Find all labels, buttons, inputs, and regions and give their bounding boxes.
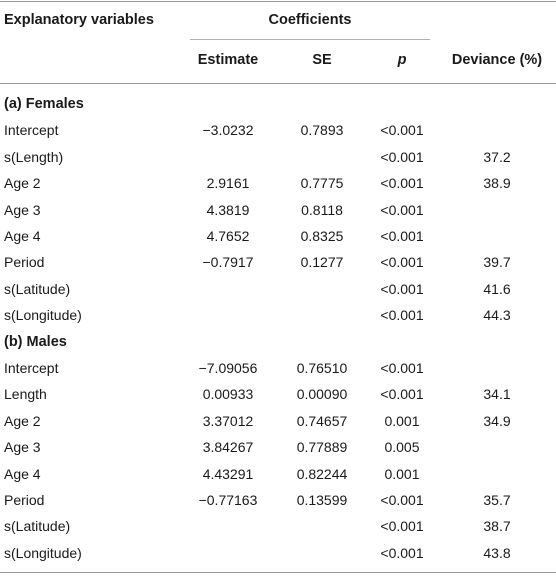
row-variable: s(Latitude) <box>4 518 71 535</box>
row-variable: s(Latitude) <box>4 280 71 297</box>
row-variable: Length <box>4 386 47 403</box>
row-deviance: 39.7 <box>483 254 511 271</box>
top-rule <box>0 1 556 2</box>
row-variable: Age 2 <box>4 412 41 429</box>
males-section-title: (b) Males <box>4 333 67 350</box>
row-estimate: 4.7652 <box>206 228 250 244</box>
row-p-value: <0.001 <box>380 148 424 165</box>
row-variable: s(Length) <box>4 148 64 165</box>
row-p-value: <0.001 <box>380 518 424 535</box>
row-se: 0.8118 <box>301 201 343 218</box>
row-se: 0.7893 <box>300 122 344 139</box>
row-variable: s(Longitude) <box>4 544 82 561</box>
row-estimate: −7.09056 <box>198 360 258 376</box>
row-estimate: −3.0232 <box>202 122 254 139</box>
row-estimate: 3.37012 <box>202 412 254 429</box>
row-estimate: 2.9161 <box>206 175 250 192</box>
row-se: 0.1277 <box>300 254 344 271</box>
row-p-value: <0.001 <box>380 122 424 139</box>
row-estimate: 4.43291 <box>202 465 254 482</box>
row-estimate: 4.3819 <box>206 201 250 218</box>
row-p-value: <0.001 <box>380 280 424 297</box>
row-p-value: 0.005 <box>384 439 420 456</box>
row-p-value: 0.001 <box>384 465 420 482</box>
row-deviance: 37.2 <box>483 148 511 165</box>
row-se: 0.76510 <box>296 360 348 376</box>
header-se: SE <box>312 52 332 68</box>
bottom-rule <box>0 572 556 573</box>
header-p: p <box>397 52 407 68</box>
row-deviance: 38.9 <box>483 175 511 192</box>
row-estimate: −0.7917 <box>202 254 254 271</box>
row-p-value: <0.001 <box>380 228 424 244</box>
row-p-value: <0.001 <box>380 360 424 376</box>
header-estimate: Estimate <box>197 52 259 68</box>
row-deviance: 44.3 <box>483 307 511 324</box>
row-p-value: <0.001 <box>380 544 424 561</box>
header-deviance: Deviance (%) <box>451 52 543 68</box>
row-p-value: <0.001 <box>380 492 424 508</box>
row-se: 0.82244 <box>296 465 348 482</box>
row-variable: Age 4 <box>4 228 41 244</box>
row-se: 0.7775 <box>300 175 344 192</box>
row-variable: Age 2 <box>4 175 41 192</box>
row-se: 0.77889 <box>296 439 348 456</box>
row-variable: Age 4 <box>4 465 41 482</box>
row-deviance: 34.1 <box>483 386 511 403</box>
row-p-value: <0.001 <box>380 201 424 218</box>
row-se: 0.74657 <box>296 412 348 429</box>
row-variable: Intercept <box>4 122 59 139</box>
header-explanatory-variables: Explanatory variables <box>4 12 154 28</box>
row-p-value: <0.001 <box>380 254 424 271</box>
row-estimate: 0.00933 <box>202 386 254 403</box>
coefficients-subrule <box>190 39 430 40</box>
row-variable: Age 3 <box>4 201 41 218</box>
row-variable: s(Longitude) <box>4 307 82 324</box>
row-se: 0.8325 <box>300 228 344 244</box>
row-variable: Period <box>4 254 45 271</box>
row-se: 0.00090 <box>296 386 348 403</box>
row-deviance: 41.6 <box>483 280 511 297</box>
row-p-value: 0.001 <box>384 412 420 429</box>
row-deviance: 35.7 <box>483 492 511 508</box>
row-variable: Intercept <box>4 360 59 376</box>
row-p-value: <0.001 <box>380 175 424 192</box>
row-se: 0.13599 <box>296 492 348 508</box>
row-p-value: <0.001 <box>380 307 424 324</box>
row-estimate: −0.77163 <box>198 492 258 508</box>
row-deviance: 38.7 <box>483 518 511 535</box>
row-variable: Age 3 <box>4 439 41 456</box>
header-coefficients: Coefficients <box>268 12 352 28</box>
row-deviance: 34.9 <box>483 412 511 429</box>
header-rule <box>0 83 556 84</box>
row-p-value: <0.001 <box>380 386 424 403</box>
row-estimate: 3.84267 <box>202 439 254 456</box>
row-variable: Period <box>4 492 45 508</box>
females-section-title: (a) Females <box>4 96 84 112</box>
row-deviance: 43.8 <box>483 544 511 561</box>
